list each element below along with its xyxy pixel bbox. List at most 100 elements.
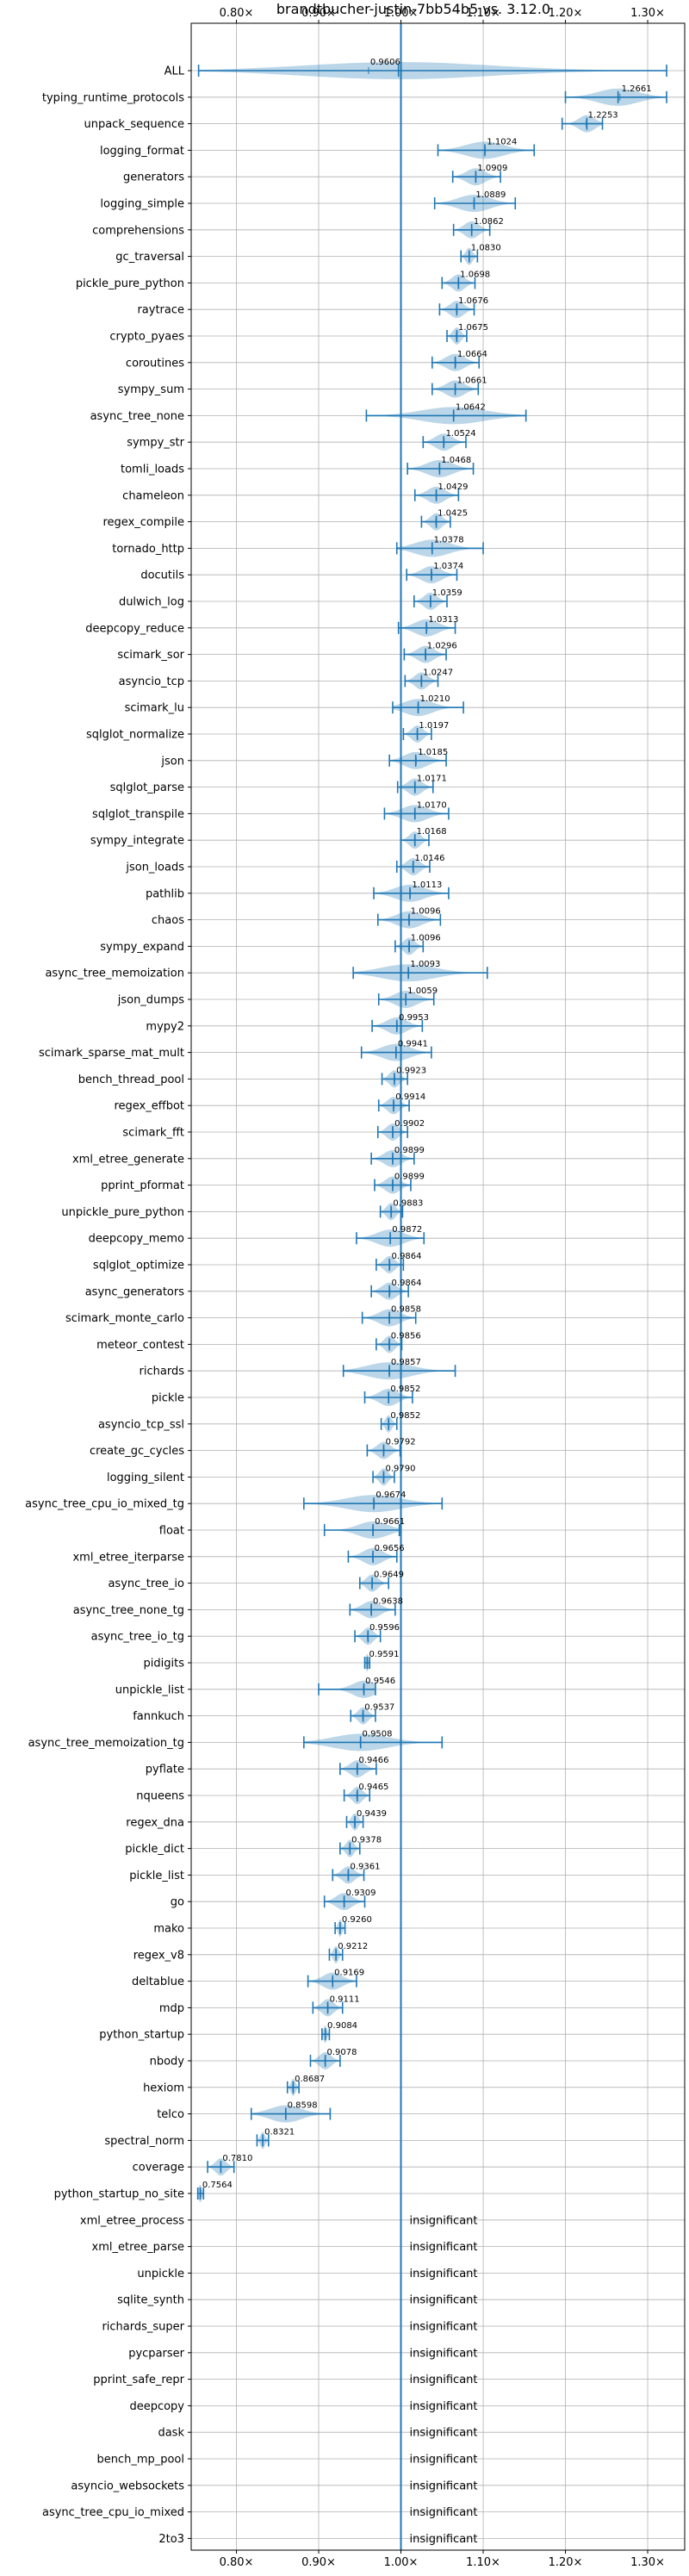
value-label: 1.2661 (622, 84, 652, 94)
insignificant-label: insignificant (410, 2294, 478, 2307)
value-label: 1.0698 (460, 270, 490, 279)
x-tick-label-bottom: 1.30× (630, 2556, 665, 2569)
value-label: 0.9466 (359, 1756, 389, 1765)
insignificant-label: insignificant (410, 2533, 478, 2546)
benchmark-label: pycparser (128, 2347, 184, 2360)
benchmark-label: telco (157, 2108, 184, 2121)
value-label: 0.9546 (365, 1677, 395, 1686)
benchmark-label: asyncio_websockets (71, 2480, 184, 2492)
value-label: 0.9883 (393, 1198, 423, 1208)
value-label: 0.9361 (351, 1862, 381, 1871)
value-label: 0.9902 (394, 1119, 425, 1129)
value-label: 0.9953 (399, 1013, 429, 1023)
x-tick-label-bottom: 0.90× (301, 2556, 336, 2569)
benchmark-label: hexiom (143, 2081, 184, 2094)
x-tick-label-bottom: 1.20× (549, 2556, 583, 2569)
x-tick-label-bottom: 0.80× (220, 2556, 254, 2569)
x-tick-label-top: 0.90× (301, 7, 336, 20)
value-label: 0.9899 (394, 1146, 425, 1155)
benchmark-label: bench_mp_pool (96, 2454, 184, 2467)
value-label: 1.0093 (410, 960, 440, 969)
value-label: 1.0909 (477, 164, 507, 173)
value-label: 1.0096 (411, 907, 441, 917)
value-label: 0.9923 (396, 1066, 426, 1075)
value-label: 1.0168 (417, 827, 447, 837)
x-tick-label-top: 1.20× (549, 7, 583, 20)
insignificant-label: insignificant (410, 2454, 478, 2467)
insignificant-label: insignificant (410, 2321, 478, 2334)
benchmark-label: logging_format (100, 145, 184, 158)
benchmark-label: regex_v8 (133, 1949, 184, 1962)
benchmark-label: asyncio_tcp_ssl (98, 1418, 184, 1431)
benchmark-label: coroutines (126, 357, 184, 370)
benchmark-label: pickle_pure_python (76, 277, 184, 290)
value-label: 1.0468 (441, 456, 471, 465)
benchmark-label: pickle_dict (125, 1843, 184, 1856)
value-label: 0.8321 (264, 2127, 295, 2137)
value-label: 1.0374 (433, 562, 463, 571)
value-label: 1.0170 (417, 800, 447, 810)
value-label: 0.9378 (351, 1836, 382, 1845)
value-label: 0.9914 (395, 1092, 425, 1102)
value-label: 1.1024 (487, 137, 517, 146)
benchmark-label: json_loads (125, 862, 184, 874)
benchmark-label: comprehensions (92, 224, 184, 237)
benchmark-label: crypto_pyaes (109, 331, 184, 344)
benchmark-label: sqlite_synth (117, 2294, 184, 2307)
benchmark-label: logging_simple (100, 198, 184, 211)
benchmark-label: fannkuch (133, 1710, 184, 1723)
value-label: 0.9858 (391, 1305, 421, 1315)
value-label: 1.0096 (411, 933, 441, 943)
benchmark-label: spectral_norm (104, 2135, 184, 2148)
x-tick-label-bottom: 1.10× (466, 2556, 500, 2569)
x-tick-label-top: 1.00× (384, 7, 419, 20)
value-label: 0.9790 (385, 1464, 415, 1473)
benchmark-label: nbody (150, 2056, 185, 2069)
value-label: 0.9864 (392, 1252, 422, 1261)
value-label: 0.9591 (369, 1650, 399, 1659)
benchmark-label: scimark_sor (117, 649, 184, 662)
value-label: 1.0642 (456, 402, 486, 412)
value-label: 1.0185 (418, 748, 448, 757)
benchmark-label: sqlglot_transpile (92, 808, 184, 821)
benchmark-label: regex_dna (126, 1816, 184, 1829)
benchmark-label: create_gc_cycles (90, 1445, 184, 1458)
value-label: 1.0664 (457, 350, 487, 359)
benchmark-label: generators (123, 171, 184, 184)
insignificant-label: insignificant (410, 2347, 478, 2360)
value-label: 0.9111 (330, 1994, 360, 2004)
benchmark-label: chaos (152, 914, 184, 927)
benchmark-label: sqlglot_parse (110, 781, 184, 794)
value-label: 1.0429 (438, 482, 468, 492)
value-label: 1.0197 (419, 721, 449, 731)
value-label: 0.9596 (369, 1623, 400, 1633)
grid-lines (191, 23, 685, 2550)
benchmark-label: deepcopy (129, 2400, 184, 2413)
benchmark-label: sympy_str (127, 437, 184, 450)
benchmark-label: meteor_contest (96, 1339, 184, 1352)
value-label: 0.9169 (334, 1969, 364, 1978)
x-axis-ticks: 0.80× 0.80× 0.90× 0.90× 1.00× 1.00× 1.10× 1.10×… (188, 7, 665, 2569)
benchmark-label: scimark_lu (125, 702, 184, 715)
value-label: 0.9465 (358, 1783, 388, 1792)
x-tick-label-top: 1.30× (630, 7, 665, 20)
benchmark-label: async_tree_io_tg (91, 1631, 184, 1644)
benchmark-label: go (171, 1896, 184, 1909)
benchmark-label: pickle (152, 1392, 184, 1405)
benchmark-label: async_tree_none (90, 410, 184, 423)
benchmark-label: sympy_integrate (90, 835, 184, 848)
value-label: 0.9872 (392, 1225, 422, 1235)
value-label: 1.0889 (475, 190, 506, 200)
insignificant-label: insignificant (410, 2427, 478, 2440)
benchmark-label: pidigits (144, 1658, 185, 1671)
benchmark-label: async_tree_none_tg (73, 1604, 184, 1617)
benchmark-label: python_startup (99, 2029, 184, 2042)
value-label: 0.9439 (357, 1809, 387, 1819)
benchmark-label: xml_etree_parse (92, 2241, 184, 2254)
value-label: 0.7564 (202, 2181, 233, 2190)
benchmark-label: pathlib (146, 887, 184, 900)
benchmark-label: tornado_http (112, 543, 184, 556)
benchmark-label: xml_etree_process (80, 2214, 184, 2227)
value-label: 0.9852 (390, 1411, 420, 1421)
